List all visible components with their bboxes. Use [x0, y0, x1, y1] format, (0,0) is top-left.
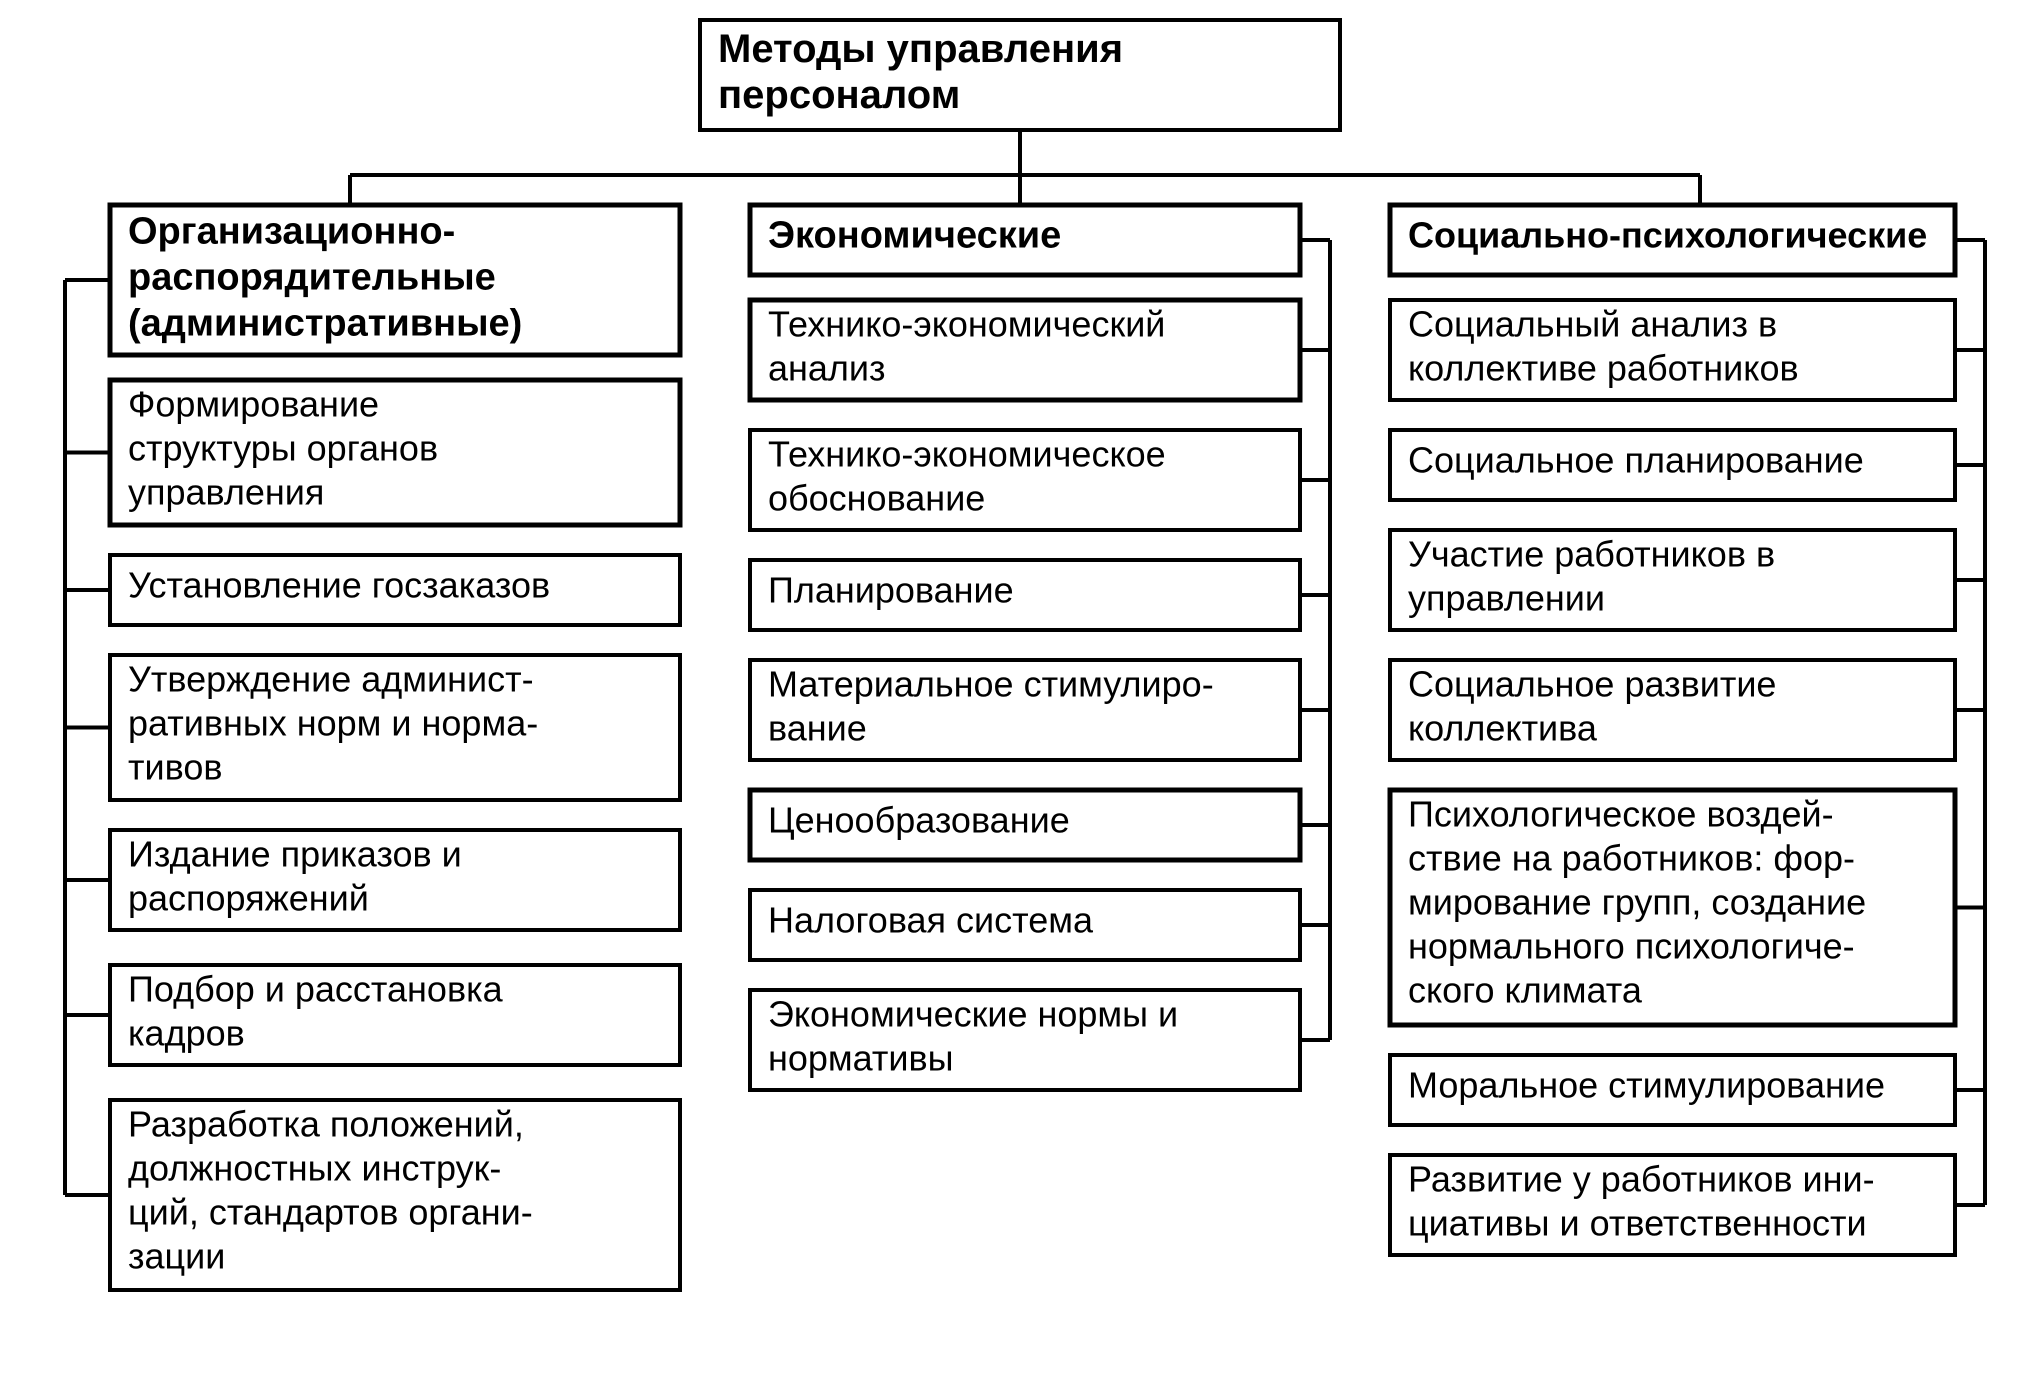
col-social-header-text: Социально-психологические	[1408, 214, 1927, 255]
col-admin-item-3-text: тивов	[128, 746, 222, 787]
col-social-item-3-text: Участие работников в	[1408, 533, 1775, 574]
col-econ-item-7-text: Экономические нормы и	[768, 993, 1178, 1034]
col-social-item-5-text: ского климата	[1408, 969, 1643, 1010]
col-social-item-7-text: Развитие у работников ини-	[1408, 1158, 1875, 1199]
col-social-item-5-text: мирование групп, создание	[1408, 881, 1866, 922]
col-admin-item-1-text: структуры органов	[128, 427, 438, 468]
col-social-item-1-text: Социальный анализ в	[1408, 303, 1777, 344]
col-econ-item-4-text: Материальное стимулиро-	[768, 663, 1214, 704]
col-econ-item-5-text: Ценообразование	[768, 799, 1070, 840]
col-admin-item-6-text: ций, стандартов органи-	[128, 1191, 533, 1232]
col-econ-header-text: Экономические	[768, 214, 1061, 256]
col-econ-item-2-text: Технико-экономическое	[768, 433, 1166, 474]
col-admin-item-5-text: кадров	[128, 1012, 245, 1053]
col-social-item-7-text: циативы и ответственности	[1408, 1202, 1867, 1243]
col-econ-item-3-text: Планирование	[768, 569, 1014, 610]
col-econ-item-4-text: вание	[768, 707, 867, 748]
col-admin-header-text: распорядительные	[128, 256, 496, 298]
col-admin-item-6-text: должностных инструк-	[128, 1147, 501, 1188]
col-econ-item-1-text: анализ	[768, 347, 886, 388]
col-admin-item-4-text: Издание приказов и	[128, 833, 462, 874]
col-social-item-4-text: коллектива	[1408, 707, 1598, 748]
col-social-item-2-text: Социальное планирование	[1408, 439, 1864, 480]
col-econ-item-7-text: нормативы	[768, 1037, 954, 1078]
col-admin-item-4-text: распоряжений	[128, 877, 369, 918]
col-admin-header-text: Организационно-	[128, 210, 455, 252]
org-chart: Методы управленияперсоналом Организационн…	[0, 0, 2038, 1387]
col-econ-item-2-text: обоснование	[768, 477, 985, 518]
col-admin-item-1-text: управления	[128, 471, 324, 512]
col-social-item-5-text: нормального психологиче-	[1408, 925, 1855, 966]
col-social-item-6-text: Моральное стимулирование	[1408, 1064, 1885, 1105]
root-node-text: персоналом	[718, 73, 960, 117]
col-social-item-4-text: Социальное развитие	[1408, 663, 1776, 704]
col-admin-item-5-text: Подбор и расстановка	[128, 968, 504, 1009]
col-admin-header-text: (административные)	[128, 302, 522, 344]
col-social-item-3-text: управлении	[1408, 577, 1605, 618]
col-social-item-5-text: Психологическое воздей-	[1408, 793, 1834, 834]
col-admin-item-6-text: зации	[128, 1235, 225, 1276]
col-admin-item-1-text: Формирование	[128, 383, 379, 424]
col-social-item-5-text: ствие на работников: фор-	[1408, 837, 1855, 878]
col-admin-item-3-text: ративных норм и норма-	[128, 702, 538, 743]
col-admin-item-6-text: Разработка положений,	[128, 1103, 524, 1144]
root-node-text: Методы управления	[718, 27, 1123, 71]
col-admin-item-3-text: Утверждение админист-	[128, 658, 534, 699]
col-econ-item-1-text: Технико-экономический	[768, 303, 1165, 344]
col-social-item-1-text: коллективе работников	[1408, 347, 1799, 388]
col-econ-item-6-text: Налоговая система	[768, 899, 1094, 940]
col-admin-item-2-text: Установление госзаказов	[128, 564, 550, 605]
